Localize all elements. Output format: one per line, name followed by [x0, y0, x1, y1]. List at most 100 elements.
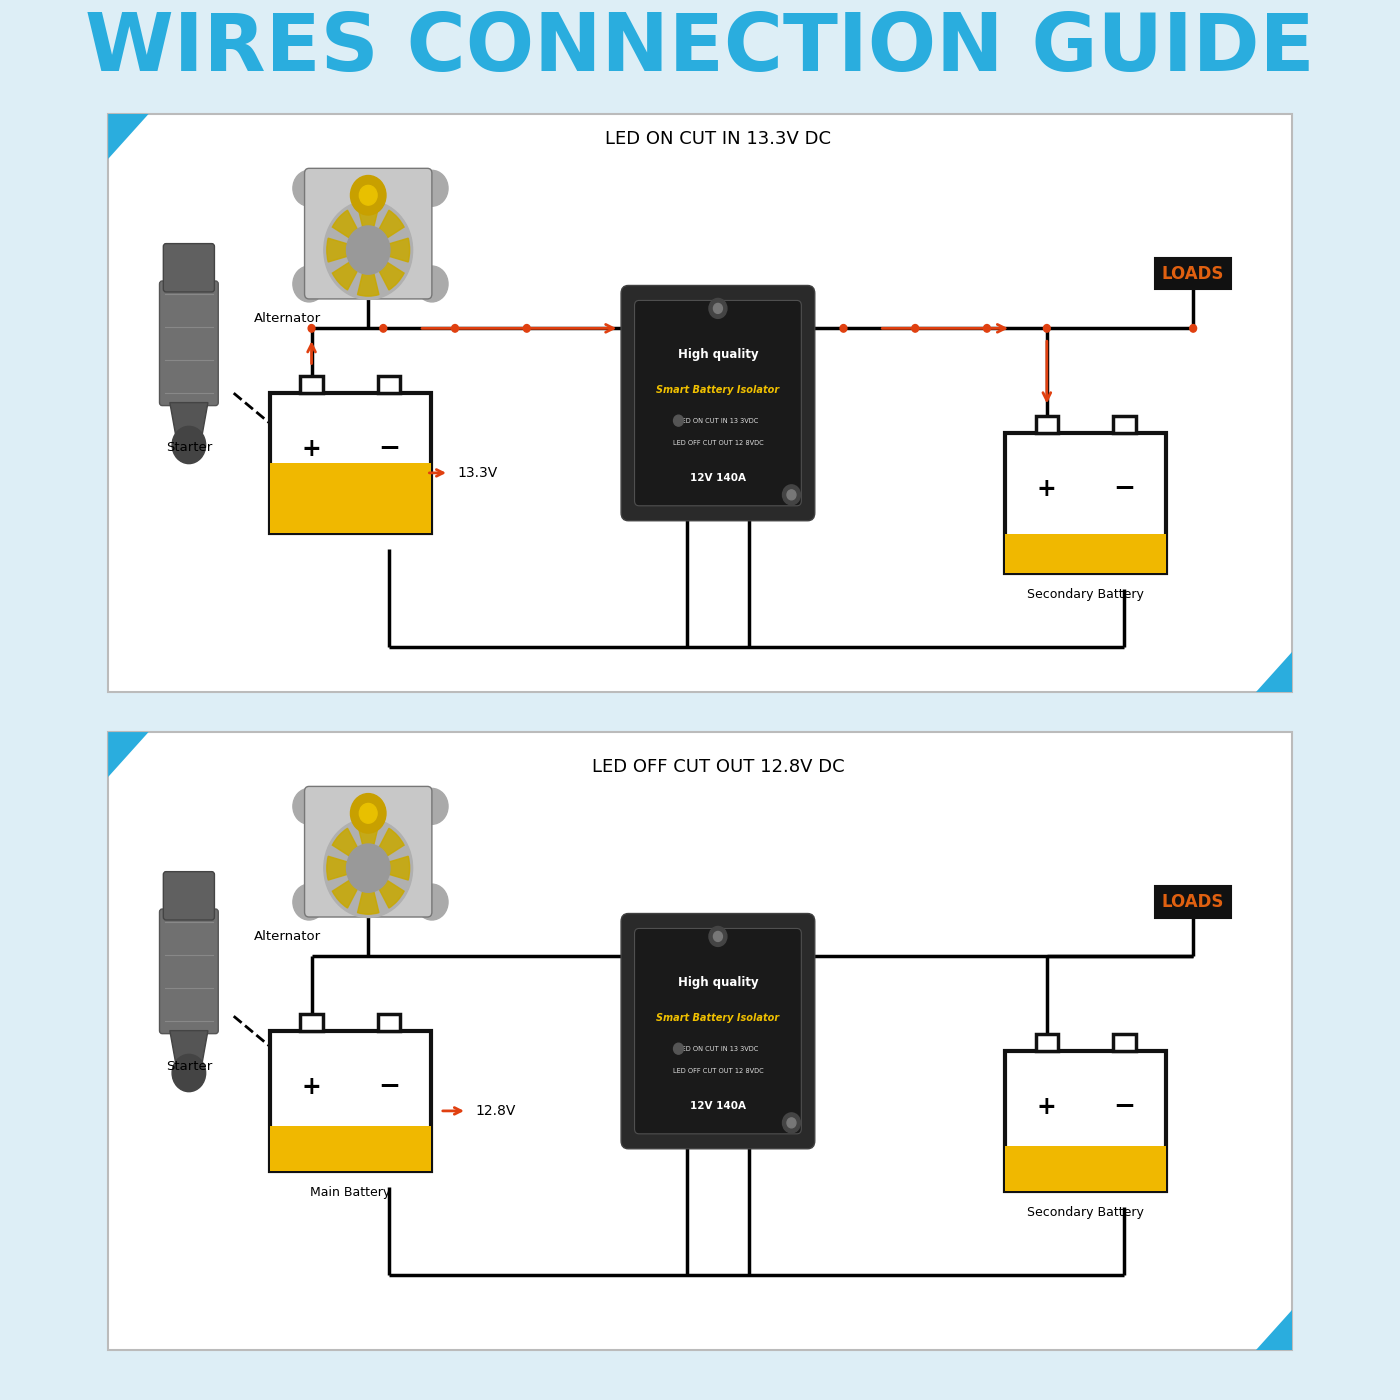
Bar [1036, 416, 1058, 433]
FancyBboxPatch shape [634, 301, 801, 505]
Text: Smart Battery Isolator: Smart Battery Isolator [657, 385, 780, 395]
Bar [1005, 433, 1166, 573]
Circle shape [347, 844, 391, 892]
Bar [378, 377, 400, 393]
Circle shape [360, 804, 377, 823]
Circle shape [1043, 325, 1050, 332]
Bar [108, 113, 1292, 692]
Circle shape [911, 325, 918, 332]
Text: 12V 140A: 12V 140A [690, 473, 746, 483]
Text: Secondary Battery: Secondary Battery [1028, 1205, 1144, 1218]
Bar [270, 1032, 431, 1170]
Wedge shape [357, 822, 379, 868]
Text: LED ON CUT IN 13.3V DC: LED ON CUT IN 13.3V DC [605, 130, 832, 148]
Bar [1036, 1035, 1058, 1051]
Polygon shape [169, 403, 209, 445]
Circle shape [293, 788, 325, 825]
Circle shape [787, 490, 797, 500]
Circle shape [673, 1043, 683, 1054]
Circle shape [350, 794, 386, 833]
Text: 13.3V: 13.3V [458, 466, 498, 480]
Text: LOADS: LOADS [1162, 265, 1225, 283]
Wedge shape [368, 868, 405, 909]
Text: Alternator: Alternator [253, 930, 321, 944]
Circle shape [293, 171, 325, 206]
Bar [300, 377, 323, 393]
Wedge shape [332, 868, 368, 909]
Polygon shape [1256, 652, 1292, 692]
Circle shape [360, 185, 377, 206]
Circle shape [293, 266, 325, 302]
Text: High quality: High quality [678, 349, 759, 361]
Circle shape [783, 484, 801, 505]
Circle shape [350, 175, 386, 216]
Text: +: + [301, 437, 322, 461]
Bar [108, 732, 1292, 1350]
Text: LED OFF CUT OUT 12.8V DC: LED OFF CUT OUT 12.8V DC [592, 757, 844, 776]
FancyBboxPatch shape [160, 909, 218, 1033]
Polygon shape [1266, 1320, 1292, 1350]
Bar [270, 393, 431, 533]
Text: LED ON CUT IN 13 3VDC: LED ON CUT IN 13 3VDC [678, 1046, 759, 1051]
Bar [1113, 1035, 1135, 1051]
Circle shape [708, 927, 727, 946]
Circle shape [524, 325, 531, 332]
Circle shape [323, 819, 413, 917]
Wedge shape [332, 210, 368, 251]
Wedge shape [357, 251, 379, 297]
Text: Main Battery: Main Battery [311, 1186, 391, 1198]
Circle shape [347, 225, 391, 274]
Text: LED ON CUT IN 13 3VDC: LED ON CUT IN 13 3VDC [678, 417, 759, 424]
Bar [1155, 258, 1231, 290]
Wedge shape [368, 857, 410, 881]
Wedge shape [357, 204, 379, 251]
Circle shape [714, 931, 722, 941]
Bar [1155, 886, 1231, 917]
Circle shape [308, 325, 315, 332]
Circle shape [416, 171, 448, 206]
Text: WIRES CONNECTION GUIDE: WIRES CONNECTION GUIDE [85, 10, 1315, 88]
Text: 12V 140A: 12V 140A [690, 1100, 746, 1110]
Circle shape [708, 298, 727, 318]
Circle shape [673, 416, 683, 426]
Wedge shape [326, 238, 368, 262]
FancyBboxPatch shape [164, 244, 214, 293]
Text: Smart Battery Isolator: Smart Battery Isolator [657, 1014, 780, 1023]
Text: −: − [1113, 1093, 1135, 1120]
Bar [270, 1126, 431, 1170]
Bar [1005, 1051, 1166, 1190]
Circle shape [984, 325, 990, 332]
Circle shape [323, 200, 413, 300]
Text: LED OFF CUT OUT 12 8VDC: LED OFF CUT OUT 12 8VDC [672, 1068, 763, 1074]
FancyBboxPatch shape [622, 286, 815, 521]
Circle shape [416, 266, 448, 302]
FancyBboxPatch shape [305, 168, 431, 300]
Text: High quality: High quality [678, 976, 759, 990]
Text: +: + [1037, 477, 1057, 501]
Text: Secondary Battery: Secondary Battery [1028, 588, 1144, 601]
Circle shape [416, 885, 448, 920]
Circle shape [379, 325, 386, 332]
Polygon shape [1274, 672, 1292, 692]
FancyBboxPatch shape [164, 872, 214, 920]
Wedge shape [368, 210, 405, 251]
Wedge shape [368, 238, 410, 262]
Polygon shape [1256, 1310, 1292, 1350]
Circle shape [783, 1113, 801, 1133]
Bar [300, 1015, 323, 1032]
Polygon shape [169, 1030, 209, 1072]
Circle shape [172, 427, 206, 463]
Circle shape [714, 304, 722, 314]
FancyBboxPatch shape [622, 914, 815, 1149]
Polygon shape [1274, 1330, 1292, 1350]
FancyBboxPatch shape [305, 787, 431, 917]
Text: +: + [1037, 1095, 1057, 1119]
Text: −: − [378, 1074, 400, 1100]
Bar [1005, 533, 1166, 573]
Bar [378, 1015, 400, 1032]
Text: −: − [378, 435, 400, 462]
Circle shape [172, 1054, 206, 1092]
Circle shape [416, 788, 448, 825]
Wedge shape [357, 868, 379, 914]
Wedge shape [368, 251, 405, 290]
